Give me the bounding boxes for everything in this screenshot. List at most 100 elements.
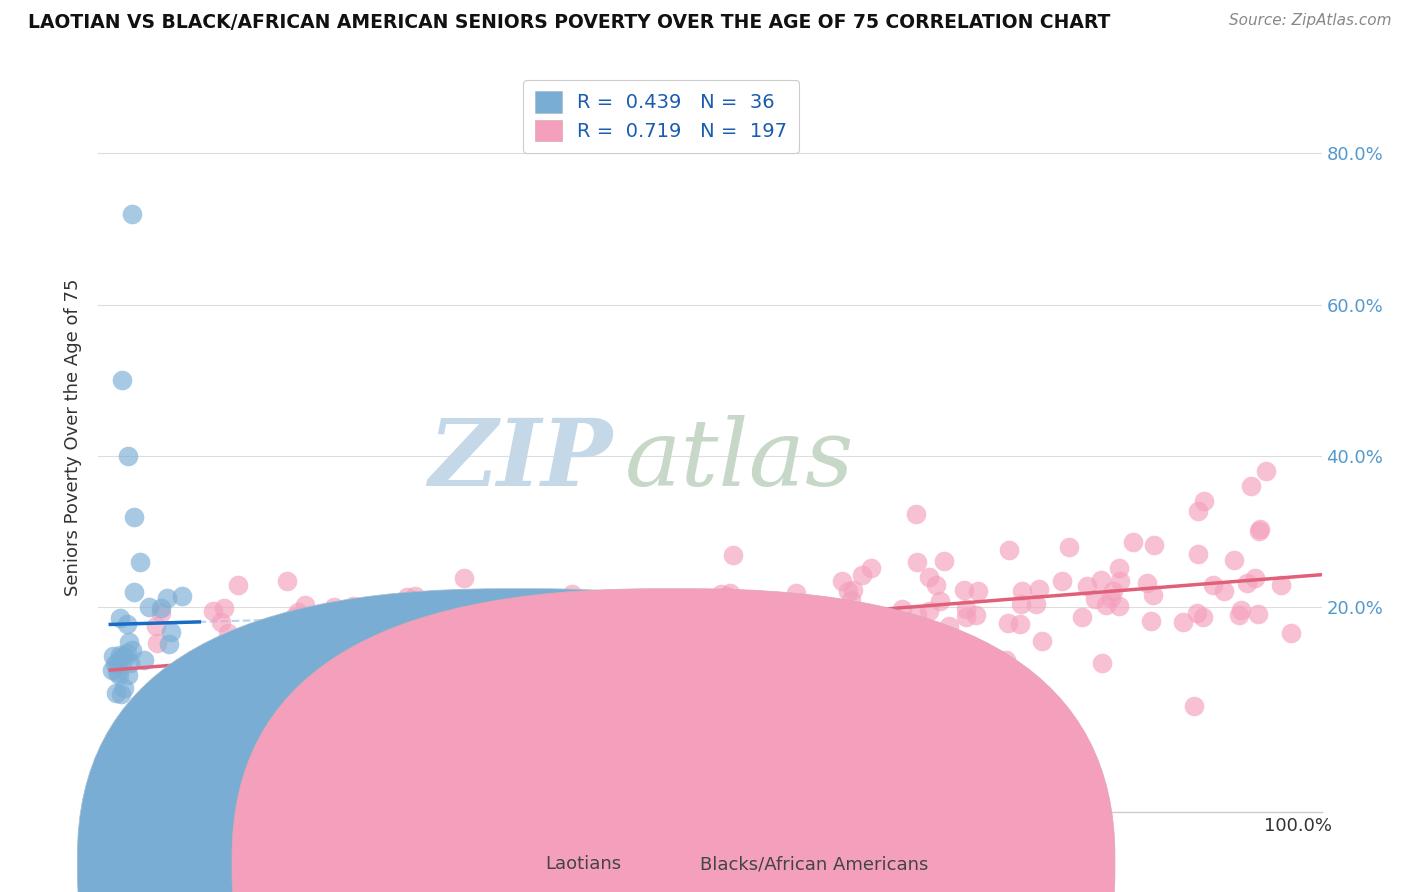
Point <box>104 657 127 671</box>
Point <box>236 667 259 681</box>
Point <box>1236 575 1258 590</box>
Point <box>785 585 807 599</box>
Point <box>112 681 135 695</box>
Point <box>120 656 142 670</box>
Point <box>138 600 160 615</box>
Point <box>108 648 131 663</box>
Text: Blacks/African Americans: Blacks/African Americans <box>700 855 928 873</box>
Point <box>765 613 787 627</box>
Point <box>135 722 157 736</box>
Point <box>108 668 131 682</box>
Point <box>1071 610 1094 624</box>
Point <box>759 635 782 649</box>
Point <box>370 603 392 617</box>
Point <box>294 599 316 613</box>
Point <box>157 671 180 685</box>
Point <box>105 686 128 700</box>
Point <box>1140 614 1163 628</box>
Point <box>804 655 827 669</box>
Point <box>117 617 139 632</box>
Point <box>278 648 301 663</box>
Point <box>831 574 853 588</box>
Point <box>342 599 364 614</box>
Point <box>1270 578 1292 592</box>
Point <box>957 667 980 681</box>
Point <box>105 665 128 680</box>
Point <box>283 609 305 624</box>
Point <box>1109 574 1132 588</box>
Text: Source: ZipAtlas.com: Source: ZipAtlas.com <box>1229 13 1392 29</box>
Point <box>129 555 152 569</box>
Point <box>160 625 183 640</box>
Point <box>1187 504 1209 518</box>
Point <box>121 207 143 221</box>
Point <box>174 670 197 684</box>
Point <box>395 661 418 675</box>
Point <box>249 633 271 648</box>
Point <box>905 607 928 622</box>
Point <box>776 661 799 675</box>
Point <box>1185 606 1208 620</box>
Point <box>873 634 896 648</box>
Point <box>115 646 138 660</box>
Point <box>1008 617 1031 632</box>
Point <box>785 607 807 622</box>
Point <box>217 626 239 640</box>
Point <box>395 591 418 605</box>
Point <box>489 644 512 658</box>
Point <box>938 619 960 633</box>
Text: Laotians: Laotians <box>546 855 621 873</box>
Point <box>117 449 139 463</box>
Point <box>602 674 624 689</box>
Point <box>1192 610 1215 624</box>
Point <box>1244 571 1267 585</box>
Point <box>883 611 905 625</box>
Point <box>416 657 439 671</box>
Point <box>536 657 558 671</box>
Point <box>527 638 550 652</box>
Point <box>790 622 813 636</box>
Point <box>565 649 588 664</box>
Point <box>1099 591 1122 605</box>
Point <box>419 621 441 635</box>
Point <box>520 611 543 625</box>
Point <box>1108 560 1130 574</box>
Text: ZIP: ZIP <box>427 415 612 505</box>
Point <box>1279 625 1302 640</box>
Point <box>150 606 173 620</box>
Point <box>242 644 264 658</box>
Point <box>1249 524 1271 538</box>
Point <box>1010 597 1032 611</box>
Point <box>664 601 686 615</box>
Point <box>145 680 167 694</box>
Point <box>1052 574 1074 589</box>
Point <box>202 604 225 618</box>
Legend: R =  0.439   N =  36, R =  0.719   N =  197: R = 0.439 N = 36, R = 0.719 N = 197 <box>523 79 799 153</box>
Point <box>323 599 346 614</box>
Point <box>404 590 426 604</box>
Point <box>591 614 613 628</box>
Point <box>891 602 914 616</box>
Point <box>292 670 315 684</box>
Point <box>1142 588 1164 602</box>
Point <box>212 652 235 666</box>
Point <box>222 679 245 693</box>
Point <box>537 618 560 632</box>
Point <box>187 678 209 692</box>
Point <box>444 649 467 664</box>
Point <box>955 610 977 624</box>
Point <box>905 555 928 569</box>
Point <box>997 615 1019 630</box>
Point <box>132 653 155 667</box>
Point <box>457 682 479 697</box>
Point <box>1247 607 1270 621</box>
Point <box>1122 534 1144 549</box>
Point <box>291 633 314 648</box>
Point <box>170 589 193 603</box>
Point <box>354 662 377 676</box>
Point <box>1090 656 1112 670</box>
Point <box>359 644 381 658</box>
Point <box>456 652 478 666</box>
Point <box>145 619 167 633</box>
Point <box>257 665 280 680</box>
